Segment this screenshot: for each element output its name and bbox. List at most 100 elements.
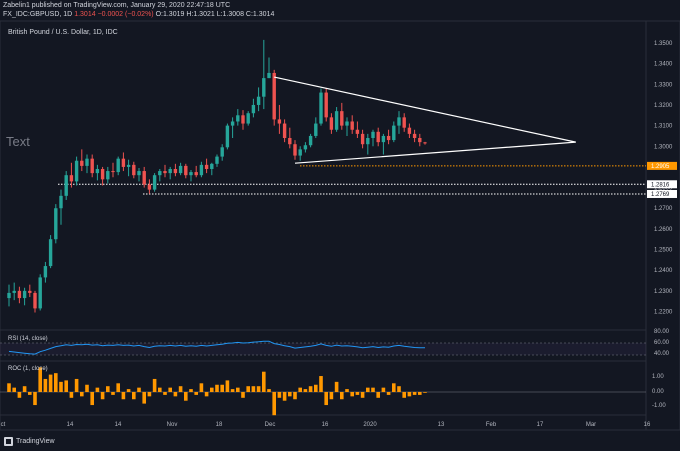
time-tick-label: 16	[322, 422, 329, 428]
candle	[340, 102, 344, 130]
candle	[210, 162, 214, 176]
candle	[22, 287, 27, 306]
candle-body	[178, 165, 183, 174]
candle	[324, 88, 328, 122]
candle	[366, 133, 370, 155]
candle-body	[267, 72, 271, 79]
candle-body	[262, 78, 266, 97]
price-tag-label: 1.2905	[651, 164, 670, 170]
candle-body	[277, 119, 282, 124]
price-change: −0.0002 (−0.02%)	[97, 11, 154, 18]
price-tag-box	[647, 189, 677, 198]
candle-body	[298, 149, 302, 156]
roc-tick-label: 1.00	[652, 374, 664, 380]
candle-body	[246, 113, 250, 124]
price-tick-label: 1.3000	[654, 144, 673, 150]
roc-bar	[220, 384, 224, 392]
roc-bar	[152, 378, 157, 392]
candle	[251, 98, 256, 118]
candle	[48, 235, 53, 269]
candle	[412, 129, 417, 143]
price-tick-label: 1.2200	[654, 310, 673, 316]
candle-body	[12, 290, 16, 293]
candle-body	[74, 160, 79, 182]
roc-bar	[7, 383, 11, 392]
candle	[33, 290, 37, 313]
candle-body	[308, 135, 313, 146]
roc-bar	[288, 392, 292, 397]
candle-body	[111, 171, 115, 173]
candle-body	[210, 163, 214, 169]
candle-body	[288, 138, 292, 145]
roc-bar	[376, 392, 380, 398]
candle	[392, 121, 396, 143]
roc-bar	[106, 386, 110, 392]
roc-bar	[262, 371, 266, 392]
symbol-line: FX_IDC:GBPUSD, 1D 1.3014 −0.0002 (−0.02%…	[3, 10, 274, 19]
price-tick-label: 1.3500	[654, 41, 673, 47]
tradingview-logo[interactable]: TradingView	[4, 437, 55, 446]
candle	[106, 166, 110, 184]
roc-bar	[324, 392, 328, 406]
candle-body	[54, 208, 58, 240]
symbol[interactable]: FX_IDC:GBPUSD, 1D	[3, 11, 73, 18]
candle	[381, 133, 386, 155]
roc-bar	[407, 392, 412, 397]
time-tick-label: 18	[216, 422, 223, 428]
roc-bar	[412, 392, 417, 395]
candle-body	[189, 172, 193, 176]
candle	[376, 127, 380, 147]
candle-body	[215, 156, 219, 164]
roc-bar	[158, 387, 162, 392]
roc-bar	[246, 386, 250, 392]
time-tick-label: 17	[537, 422, 544, 428]
time-tick-label: 16	[644, 422, 651, 428]
candle	[95, 164, 100, 181]
roc-bar	[314, 384, 318, 392]
candle	[334, 107, 339, 132]
candle	[418, 133, 422, 147]
roc-bar	[293, 392, 297, 400]
candle-body	[397, 117, 401, 126]
candle-body	[43, 266, 48, 278]
candle	[267, 57, 271, 79]
time-tick-label: 14	[115, 422, 122, 428]
candle-body	[230, 121, 235, 126]
roc-bar	[111, 392, 115, 395]
candle	[121, 152, 126, 172]
candle	[407, 123, 412, 139]
candle	[230, 117, 235, 139]
roc-bar	[381, 387, 386, 392]
roc-bar	[225, 380, 230, 392]
candle	[256, 87, 261, 112]
roc-bar	[204, 392, 209, 397]
roc-bar	[90, 392, 94, 406]
roc-bar	[163, 392, 167, 395]
roc-bar	[147, 392, 152, 397]
candle-body	[418, 138, 422, 143]
candle	[7, 284, 11, 307]
candle	[80, 149, 84, 172]
roc-bar	[33, 392, 37, 406]
roc-bar	[277, 392, 282, 398]
time-tick-label: Dec	[265, 422, 276, 428]
candle	[345, 117, 349, 136]
price-tag: 1.2769	[647, 189, 677, 198]
plot-frame	[0, 20, 680, 431]
candle	[371, 129, 375, 147]
candle-body	[147, 184, 152, 190]
roc-bar	[397, 386, 401, 392]
candle-body	[334, 111, 339, 130]
roc-bar	[142, 392, 146, 404]
candle-body	[142, 171, 146, 185]
candle	[298, 146, 302, 161]
text-annotation[interactable]: Text	[6, 134, 30, 149]
roc-bar	[28, 392, 32, 395]
roc-bar	[267, 389, 271, 392]
roc-bar	[210, 387, 214, 392]
price-tag-label: 1.2816	[651, 182, 670, 188]
candle-body	[402, 117, 406, 128]
candle-body	[48, 239, 53, 267]
candle-body	[64, 175, 68, 196]
